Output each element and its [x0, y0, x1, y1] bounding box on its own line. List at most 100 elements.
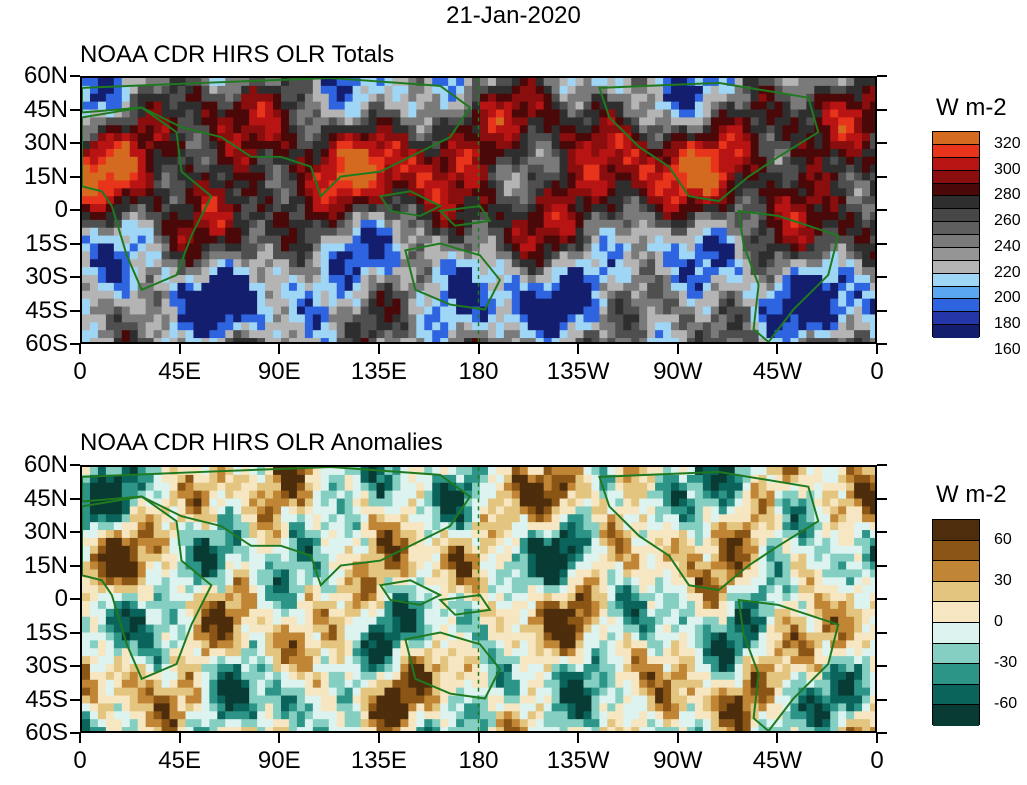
y-axis-tick	[70, 276, 80, 278]
x-axis-label: 45E	[158, 747, 201, 774]
x-axis-tick	[178, 344, 181, 354]
x-axis-tick	[377, 733, 380, 743]
legend-swatch	[933, 273, 979, 287]
legend-swatch	[933, 643, 979, 665]
legend-swatch	[933, 222, 979, 235]
coastline-outline	[598, 81, 820, 203]
legend-swatch	[933, 132, 979, 145]
y-axis-tick	[70, 309, 80, 312]
olr-anomalies-map	[80, 465, 877, 733]
legend-swatch	[933, 684, 979, 706]
y-axis-tick	[877, 665, 887, 667]
y-axis-tick	[877, 142, 887, 144]
legend-swatch	[933, 260, 979, 274]
coastline-outline	[82, 495, 213, 681]
y-axis-tick	[70, 732, 80, 734]
y-axis-label: 15N	[23, 551, 68, 579]
y-axis-label: 15S	[25, 618, 68, 646]
y-axis-label: 15N	[23, 162, 68, 190]
legend-label: 220	[994, 263, 1021, 281]
y-axis-tick	[877, 732, 887, 734]
panel-title-anomalies: NOAA CDR HIRS OLR Anomalies	[80, 429, 443, 456]
x-axis-label: 45E	[158, 358, 201, 385]
y-axis-label: 0	[54, 196, 68, 223]
coastline-outline	[598, 470, 820, 592]
coastline-outline	[82, 78, 472, 199]
legend-label: 60	[994, 530, 1012, 548]
x-axis-tick	[278, 344, 281, 354]
x-axis-tick	[477, 733, 480, 743]
y-axis-tick	[70, 698, 80, 701]
y-axis-tick	[70, 108, 80, 111]
x-axis-label: 90W	[653, 747, 703, 774]
x-axis-label: 135W	[546, 747, 610, 774]
legend-swatch	[933, 235, 979, 248]
x-axis-tick	[776, 344, 779, 354]
y-axis-tick	[877, 175, 887, 178]
legend-colorbar-totals	[932, 131, 980, 338]
coastline-outline	[737, 209, 840, 342]
legend-label: 160	[994, 340, 1021, 358]
x-axis-tick	[876, 344, 878, 354]
y-axis-label: 45S	[25, 685, 68, 713]
olr-totals-map	[80, 76, 877, 344]
y-axis-tick	[70, 343, 80, 345]
x-axis-label: 0	[73, 358, 87, 385]
x-axis-label: 135W	[546, 358, 610, 385]
y-axis-label: 60S	[25, 330, 68, 357]
legend-label: -30	[994, 654, 1018, 672]
y-axis-tick	[70, 598, 80, 600]
legend-swatch	[933, 705, 979, 726]
x-axis-label: 45W	[752, 747, 803, 774]
legend-label: 200	[994, 289, 1021, 307]
legend-title-anomalies: W m-2	[936, 481, 1007, 508]
y-axis-tick	[70, 531, 80, 533]
legend-label: 320	[994, 134, 1021, 152]
legend-label: 0	[994, 613, 1003, 630]
page-title: 21-Jan-2020	[446, 2, 581, 29]
legend-swatch	[933, 561, 979, 582]
coastline-outline	[438, 205, 492, 227]
x-axis-tick	[676, 733, 679, 743]
coastline-outline	[438, 594, 492, 616]
legend-label: -60	[994, 695, 1018, 713]
x-axis-tick	[79, 733, 81, 743]
coastline-outline	[404, 242, 502, 311]
y-axis-tick	[877, 75, 887, 77]
y-axis-tick	[877, 564, 887, 567]
y-axis-label: 0	[54, 585, 68, 612]
y-axis-tick	[877, 309, 887, 312]
x-axis-label: 45W	[752, 358, 803, 385]
legend-label: 260	[994, 212, 1021, 230]
y-axis-tick	[877, 108, 887, 111]
x-axis-tick	[876, 733, 878, 743]
x-axis-label: 90E	[257, 358, 301, 385]
y-axis-tick	[70, 665, 80, 667]
legend-swatch	[933, 325, 979, 338]
y-axis-tick	[70, 631, 80, 634]
y-axis-tick	[877, 598, 887, 600]
legend-label: 180	[994, 315, 1021, 333]
x-axis-tick	[577, 344, 580, 354]
y-axis-tick	[877, 464, 887, 466]
y-axis-label: 60S	[25, 719, 68, 746]
legend-swatch	[933, 622, 979, 644]
x-axis-tick	[577, 733, 580, 743]
y-axis-tick	[70, 464, 80, 466]
x-axis-tick	[676, 344, 679, 354]
y-axis-tick	[877, 631, 887, 634]
legend-swatch	[933, 664, 979, 685]
legend-swatch	[933, 209, 979, 223]
coastline-outline	[82, 106, 213, 292]
legend-colorbar-anomalies	[932, 519, 980, 726]
x-axis-label: 135E	[350, 747, 407, 774]
legend-swatch	[933, 196, 979, 210]
x-axis-label: 90W	[653, 358, 703, 385]
y-axis-tick	[877, 209, 887, 211]
olr-totals-field	[82, 78, 875, 342]
y-axis-label: 60N	[23, 451, 68, 478]
x-axis-tick	[377, 344, 380, 354]
y-axis-label: 30N	[23, 518, 68, 545]
y-axis-tick	[70, 242, 80, 245]
y-axis-label: 45N	[23, 484, 68, 512]
